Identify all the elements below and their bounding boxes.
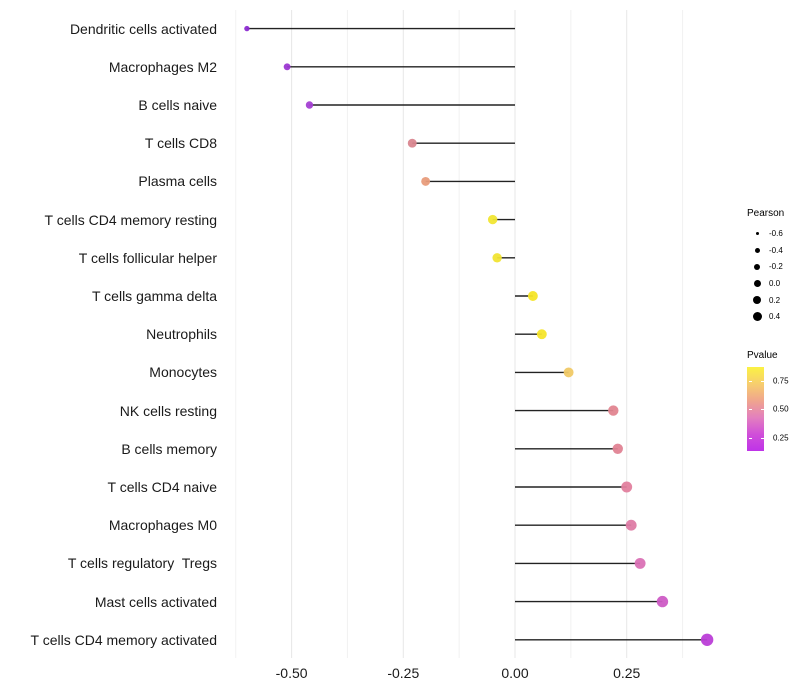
pearson-legend-label: 0.0: [769, 278, 781, 288]
y-category-label: T cells CD4 memory activated: [30, 631, 217, 648]
pvalue-legend-title: Pvalue: [747, 350, 778, 361]
lollipop-point: [244, 25, 250, 32]
pearson-legend-title: Pearson: [747, 208, 785, 219]
pvalue-colorbar-wrap: 0.75 0.50 0.25: [745, 367, 789, 451]
y-category-label: Macrophages M2: [108, 58, 217, 75]
y-category-label: T cells CD4 naive: [107, 479, 217, 495]
pearson-legend-entry: -0.4: [745, 242, 784, 259]
y-category-label: Macrophages M0: [108, 517, 217, 534]
pearson-legend-entry: -0.2: [745, 258, 784, 275]
y-category-label: T cells follicular helper: [78, 249, 217, 266]
legend-dot: [755, 231, 759, 235]
pearson-size-legend: Pearson -0.6 -0.4 -0.2 0.0 0.2 0.4: [745, 208, 784, 325]
y-category-label: Dendritic cells activated: [69, 20, 217, 37]
pearson-legend-label: -0.4: [769, 245, 783, 255]
colorbar-tick: [761, 381, 764, 383]
colorbar-tick: [761, 409, 764, 411]
legend-dot: [754, 263, 760, 270]
lollipop-point: [634, 557, 646, 569]
lollipop-point: [305, 101, 314, 109]
pearson-legend-label: 0.2: [769, 295, 781, 305]
pearson-legend-entries: -0.6 -0.4 -0.2 0.0 0.2 0.4: [745, 225, 784, 325]
legend-dot-icon: [745, 231, 769, 235]
y-category-label: B cells memory: [121, 440, 217, 457]
lollipop-point: [421, 176, 431, 186]
pvalue-colorbar: 0.75 0.50 0.25: [747, 367, 789, 451]
y-category-label: Monocytes: [149, 364, 217, 381]
y-category-label: T cells CD4 memory resting: [44, 211, 217, 228]
x-tick-label: -0.25: [387, 665, 420, 681]
y-category-label: Mast cells activated: [94, 593, 217, 610]
y-category-label: B cells naive: [138, 97, 217, 113]
y-category-label: T cells gamma delta: [91, 288, 217, 304]
x-tick-label: -0.50: [275, 665, 308, 681]
pvalue-color-legend: Pvalue 0.75 0.50 0.25: [745, 350, 789, 451]
pvalue-tick-label: 0.75: [773, 376, 789, 386]
pearson-legend-label: -0.2: [769, 262, 783, 272]
lollipop-point: [536, 329, 547, 340]
pearson-legend-entry: -0.6: [745, 225, 784, 242]
pvalue-tick-label: 0.25: [773, 433, 789, 443]
lollipop-point: [283, 63, 291, 71]
legend-dot: [753, 296, 761, 305]
lollipop-point: [625, 519, 637, 531]
pearson-legend-entry: 0.4: [745, 308, 784, 325]
legend-dot-icon: [745, 296, 769, 305]
x-tick-label: 0.00: [501, 665, 529, 681]
legend-dot: [752, 312, 762, 322]
legend-dot: [754, 247, 760, 253]
lollipop-point: [612, 443, 623, 454]
legend-dot: [753, 279, 761, 287]
pearson-legend-label: 0.4: [769, 312, 781, 322]
lollipop-point: [656, 595, 669, 608]
lollipop-point: [608, 405, 619, 416]
x-tick-label: 0.25: [613, 665, 641, 681]
y-category-label: Plasma cells: [138, 173, 217, 190]
lollipop-point: [621, 481, 633, 493]
y-category-label: T cells regulatory Tregs: [67, 555, 217, 572]
pvalue-tick-label: 0.50: [773, 404, 789, 414]
y-category-label: NK cells resting: [119, 402, 217, 419]
legend-dot-icon: [745, 279, 769, 287]
lollipop-point: [527, 291, 538, 301]
legend-dot-icon: [745, 312, 769, 322]
y-category-label: Neutrophils: [146, 326, 217, 343]
lollipop-point: [700, 633, 714, 646]
colorbar-tick: [761, 437, 764, 439]
pearson-legend-entry: 0.2: [745, 292, 784, 309]
y-category-label: T cells CD8: [144, 135, 217, 152]
legend-dot-icon: [745, 247, 769, 253]
lollipop-point: [487, 214, 498, 225]
colorbar-tick: [749, 381, 752, 383]
colorbar-tick: [749, 437, 752, 439]
lollipop-point: [563, 367, 574, 378]
pearson-legend-label: -0.6: [769, 228, 783, 238]
pearson-legend-entry: 0.0: [745, 275, 784, 292]
lollipop-point: [407, 138, 417, 148]
legend-dot-icon: [745, 263, 769, 270]
lollipop-point: [492, 253, 502, 263]
colorbar-tick: [749, 409, 752, 411]
